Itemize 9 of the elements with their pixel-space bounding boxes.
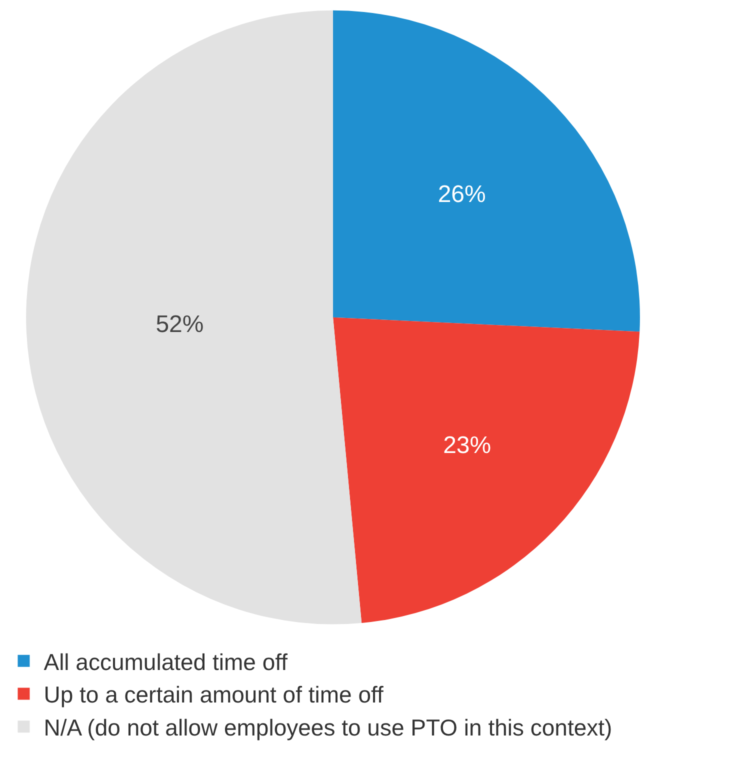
legend-label: All accumulated time off <box>44 648 288 675</box>
data-label: 26% <box>438 180 486 208</box>
legend-label: N/A (do not allow employees to use PTO in this context) <box>44 714 612 741</box>
legend-label: Up to a certain amount of time off <box>44 682 384 708</box>
data-label: 23% <box>443 432 492 459</box>
pie-slice <box>333 10 640 332</box>
data-label: 52% <box>156 311 204 338</box>
pie-slice <box>26 10 362 624</box>
pie-slice <box>333 317 640 623</box>
